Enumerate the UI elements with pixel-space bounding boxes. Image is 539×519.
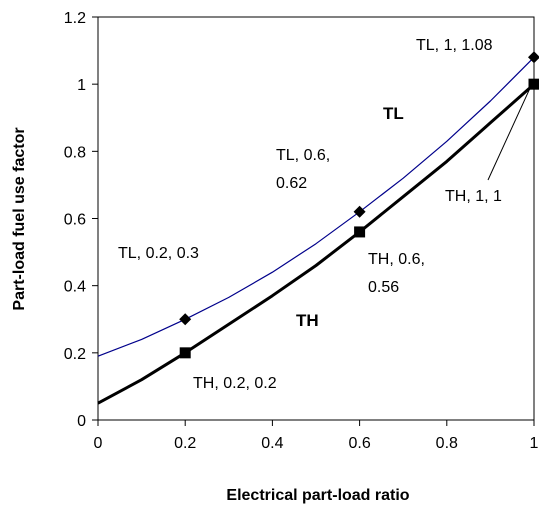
region-label-th: TH — [296, 311, 319, 330]
marker-tl — [353, 205, 366, 218]
y-tick-label: 0.4 — [64, 279, 86, 296]
x-tick-label: 0.8 — [436, 435, 458, 452]
series-line-tl — [97, 56, 535, 357]
x-tick-label: 1 — [530, 435, 539, 452]
plot-frame — [97, 16, 535, 421]
x-tick-label: 0 — [94, 435, 103, 452]
marker-th — [528, 78, 539, 90]
axes — [92, 16, 535, 426]
plot-area — [97, 16, 535, 421]
x-tick-label: 0.2 — [174, 435, 196, 452]
series-line-th — [97, 83, 535, 405]
x-tick-label: 0.4 — [261, 435, 283, 452]
series-group — [97, 51, 539, 405]
data-label: 0.56 — [368, 279, 399, 296]
y-tick-label: 0 — [77, 413, 86, 430]
data-label: TH, 1, 1 — [445, 188, 502, 205]
y-tick-label: 1.2 — [64, 10, 86, 27]
marker-tl — [179, 313, 192, 326]
marker-th — [179, 347, 191, 359]
annotations: TL, 1, 1.08 TL, 0.6, 0.62 TL, 0.2, 0.3 TH, 1… — [118, 37, 531, 392]
data-label: TL, 1, 1.08 — [416, 37, 493, 54]
region-label-tl: TL — [383, 104, 404, 123]
data-label: TL, 0.2, 0.3 — [118, 245, 199, 262]
y-tick-label: 0.2 — [64, 346, 86, 363]
data-label: TH, 0.6, — [368, 251, 425, 268]
marker-tl — [528, 51, 539, 64]
data-label: TH, 0.2, 0.2 — [193, 375, 277, 392]
x-axis-title: Electrical part-load ratio — [226, 487, 409, 504]
y-tick-label: 1 — [77, 77, 86, 94]
data-label: TL, 0.6, — [276, 147, 330, 164]
x-tick-label: 0.6 — [348, 435, 370, 452]
data-label: 0.62 — [276, 175, 307, 192]
y-tick-label: 0.6 — [64, 212, 86, 229]
leader-line — [487, 87, 531, 181]
y-axis-title: Part-load fuel use factor — [11, 127, 28, 310]
y-tick-label: 0.8 — [64, 144, 86, 161]
marker-th — [354, 226, 366, 238]
tick-labels: 0 0.2 0.4 0.6 0.8 1 1.2 0 0.2 0.4 0.6 0.8 1 — [64, 10, 539, 452]
